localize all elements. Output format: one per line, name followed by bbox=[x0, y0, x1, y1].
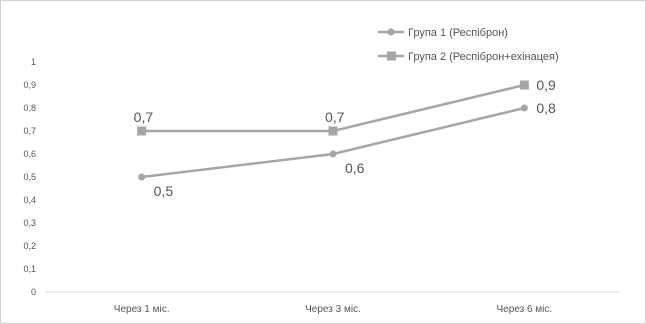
y-tick-label: 0,6 bbox=[23, 149, 36, 159]
y-tick-label: 0 bbox=[31, 287, 36, 297]
data-labels: 0,5 0,6 0,8 0,7 0,7 0,9 bbox=[134, 77, 556, 199]
y-tick-label: 0,7 bbox=[23, 126, 36, 136]
data-label: 0,7 bbox=[134, 109, 154, 125]
data-point-circle bbox=[520, 104, 528, 112]
data-point-circle bbox=[138, 173, 146, 181]
data-point-circle bbox=[329, 150, 337, 158]
y-tick-label: 0,2 bbox=[23, 241, 36, 251]
x-axis-ticks: Через 1 міс. Через 3 міс. Через 6 міс. bbox=[114, 304, 552, 315]
y-axis-ticks: 0 0,1 0,2 0,3 0,4 0,5 0,6 0,7 0,8 0,9 1 bbox=[23, 57, 36, 297]
x-tick-label: Через 6 міс. bbox=[496, 304, 552, 315]
data-point-square bbox=[328, 126, 338, 136]
y-tick-label: 0,4 bbox=[23, 195, 36, 205]
legend-marker-square bbox=[387, 51, 396, 61]
legend-entry-label: Група 2 (Респіброн+ехінацея) bbox=[408, 51, 559, 63]
legend-entry-label: Група 1 (Респіброн) bbox=[408, 27, 508, 39]
y-tick-label: 1 bbox=[31, 57, 36, 67]
legend: Група 1 (Респіброн) Група 2 (Респіброн+ех… bbox=[378, 27, 559, 63]
data-label: 0,7 bbox=[325, 109, 345, 125]
x-tick-label: Через 1 міс. bbox=[114, 304, 170, 315]
data-label: 0,5 bbox=[154, 183, 174, 199]
data-label: 0,6 bbox=[345, 160, 365, 176]
y-tick-label: 0,8 bbox=[23, 103, 36, 113]
y-tick-label: 0,9 bbox=[23, 80, 36, 90]
y-tick-label: 0,3 bbox=[23, 218, 36, 228]
data-label: 0,8 bbox=[536, 100, 556, 116]
y-tick-label: 0,5 bbox=[23, 172, 36, 182]
series-layer bbox=[137, 80, 529, 181]
data-label: 0,9 bbox=[536, 77, 556, 93]
legend-marker-circle bbox=[387, 28, 395, 36]
x-tick-label: Через 3 міс. bbox=[305, 304, 361, 315]
data-point-square bbox=[137, 126, 147, 136]
y-tick-label: 0,1 bbox=[23, 264, 36, 274]
data-point-square bbox=[519, 80, 529, 90]
